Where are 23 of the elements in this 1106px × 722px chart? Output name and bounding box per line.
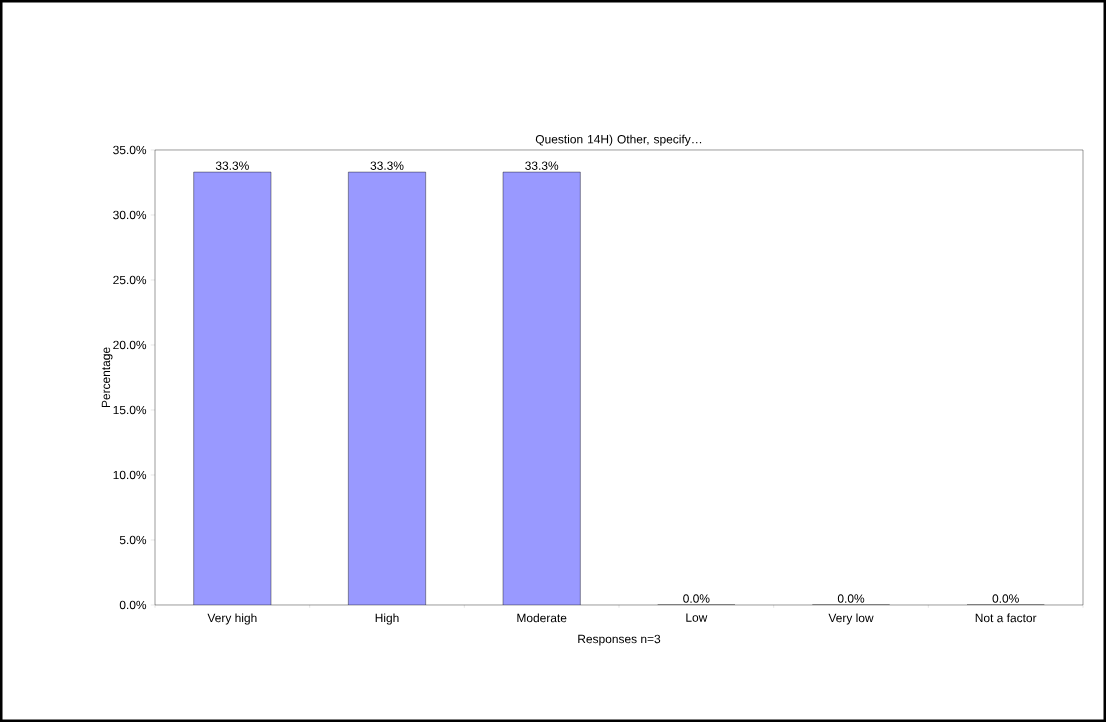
- data-label: 33.3%: [525, 161, 559, 170]
- y-tick-label: 0.0%: [119, 600, 147, 610]
- y-tick-label: 30.0%: [113, 210, 147, 220]
- data-label: 33.3%: [370, 161, 404, 170]
- chart-title: Question 14H) Other, specify…: [535, 134, 702, 146]
- y-tick-label: 15.0%: [113, 405, 147, 415]
- y-tick-label: 20.0%: [113, 340, 147, 350]
- y-axis-title: Percentage: [101, 347, 113, 408]
- data-label: 0.0%: [992, 594, 1019, 603]
- y-tick-label: 10.0%: [113, 470, 147, 480]
- data-label: 0.0%: [683, 594, 710, 603]
- x-tick-label: Very high: [207, 613, 257, 625]
- x-tick-label: High: [375, 613, 399, 625]
- data-label: 0.0%: [837, 594, 865, 603]
- y-tick-label: 25.0%: [113, 275, 147, 285]
- x-tick-label: Moderate: [517, 613, 567, 623]
- data-label: 33.3%: [215, 161, 249, 170]
- x-axis-title: Responses n=3: [578, 634, 661, 646]
- y-tick-label: 5.0%: [119, 535, 147, 545]
- x-tick-label: Not a factor: [975, 613, 1037, 623]
- x-tick-label: Low: [686, 613, 708, 622]
- x-tick-label: Very low: [828, 613, 874, 625]
- y-tick-label: 35.0%: [113, 145, 147, 155]
